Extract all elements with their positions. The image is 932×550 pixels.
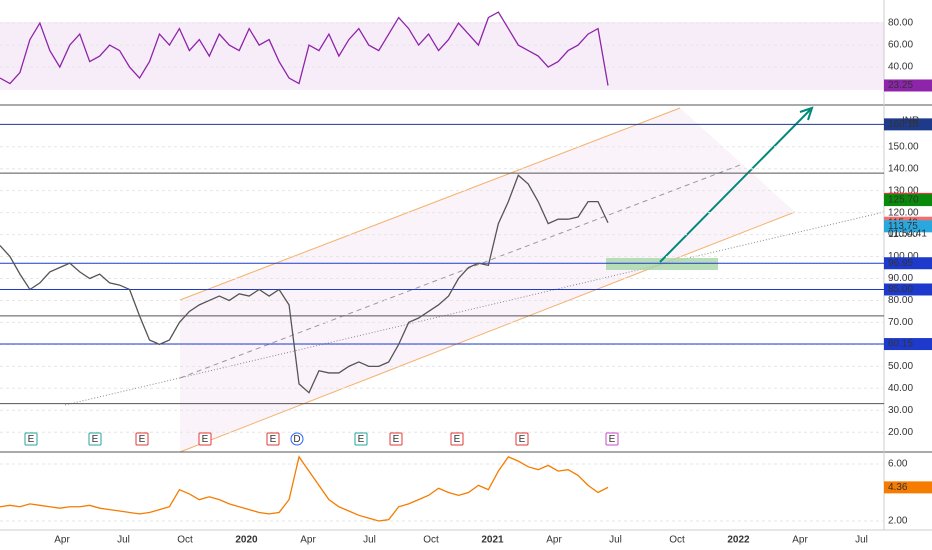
x-tick-label: Jul	[609, 535, 622, 546]
channel-upper	[179, 107, 681, 301]
event-label: E	[519, 434, 526, 445]
x-tick-label: Jul	[855, 535, 868, 546]
event-label: E	[609, 434, 616, 445]
price-label: 96.95	[888, 258, 913, 269]
x-tick-label: Apr	[546, 535, 562, 546]
x-tick-label: Apr	[300, 535, 316, 546]
price-label: 125.70	[888, 195, 919, 206]
price-label-bg	[884, 118, 932, 131]
price-label-bg	[884, 257, 932, 270]
event-badge	[290, 432, 304, 446]
y-tick-label: 100.00	[888, 251, 919, 262]
event-label: E	[454, 434, 461, 445]
event-badge	[515, 432, 529, 446]
event-label: E	[92, 434, 99, 445]
price-label-bg	[884, 338, 932, 351]
x-tick-label: Jul	[363, 535, 376, 546]
trend-line	[64, 211, 885, 406]
y-tick-label: 40.00	[888, 383, 913, 394]
x-tick-label: 2021	[481, 535, 504, 546]
y-tick-label: 110.00	[888, 229, 918, 240]
rsi-band	[0, 22, 884, 90]
y-tick-label: 50.00	[888, 361, 913, 372]
event-badge	[88, 432, 102, 446]
countdown: 01:54:41	[888, 228, 927, 239]
series-line	[0, 11, 609, 86]
y-tick-label: 40.00	[888, 62, 913, 73]
event-badge	[24, 432, 38, 446]
event-label: E	[358, 434, 365, 445]
y-tick-label: 120.00	[888, 207, 919, 218]
currency: INR	[902, 116, 919, 127]
y-tick-label: 30.00	[888, 405, 913, 416]
event-badge	[266, 432, 280, 446]
x-tick-label: 2022	[727, 535, 750, 546]
event-badge	[450, 432, 464, 446]
price-label: 113.75	[888, 221, 918, 232]
channel-fill	[180, 108, 795, 452]
event-badge	[389, 432, 403, 446]
y-tick-label: 80.00	[888, 295, 913, 306]
event-label: E	[393, 434, 400, 445]
y-tick-label: 2.00	[888, 516, 908, 527]
series-line	[0, 455, 609, 522]
event-label: E	[202, 434, 209, 445]
y-tick-label: 80.00	[888, 18, 913, 29]
price-label: 85.00	[888, 284, 913, 295]
price-label: 60.15	[888, 339, 913, 350]
x-tick-label: Oct	[669, 535, 685, 546]
event-label: D	[293, 434, 300, 445]
y-tick-label: 140.00	[888, 163, 919, 174]
y-tick-label: 150.00	[888, 141, 919, 152]
x-tick-label: Oct	[423, 535, 439, 546]
event-badge	[135, 432, 149, 446]
price-label: 23.25	[888, 80, 913, 91]
arrow-head	[799, 106, 814, 121]
target-zone	[606, 258, 718, 270]
price-label-bg	[884, 194, 932, 207]
price-label-bg	[884, 220, 932, 233]
price-label: 4.36	[888, 482, 908, 493]
price-label-bg	[884, 481, 932, 494]
price-label-bg	[884, 79, 932, 92]
series-line	[0, 174, 609, 394]
event-label: E	[139, 434, 146, 445]
x-tick-label: 2020	[235, 535, 258, 546]
x-tick-label: Jul	[117, 535, 130, 546]
x-tick-label: Apr	[792, 535, 808, 546]
event-badge	[198, 432, 212, 446]
channel-mid	[179, 164, 741, 379]
projection-arrow	[659, 109, 811, 263]
y-tick-label: 130.00	[888, 185, 919, 196]
x-tick-label: Apr	[54, 535, 70, 546]
y-tick-label: 60.00	[888, 40, 913, 51]
channel-lower	[179, 211, 796, 453]
event-label: E	[28, 434, 35, 445]
x-tick-label: Oct	[177, 535, 193, 546]
event-label: E	[270, 434, 277, 445]
event-badge	[605, 432, 619, 446]
event-badge	[354, 432, 368, 446]
y-tick-label: 90.00	[888, 273, 913, 284]
y-tick-label: 20.00	[888, 427, 913, 438]
y-tick-label: 70.00	[888, 317, 913, 328]
y-tick-label: 6.00	[888, 459, 908, 470]
price-label-bg	[884, 283, 932, 296]
price-label: 160.18	[888, 119, 919, 130]
